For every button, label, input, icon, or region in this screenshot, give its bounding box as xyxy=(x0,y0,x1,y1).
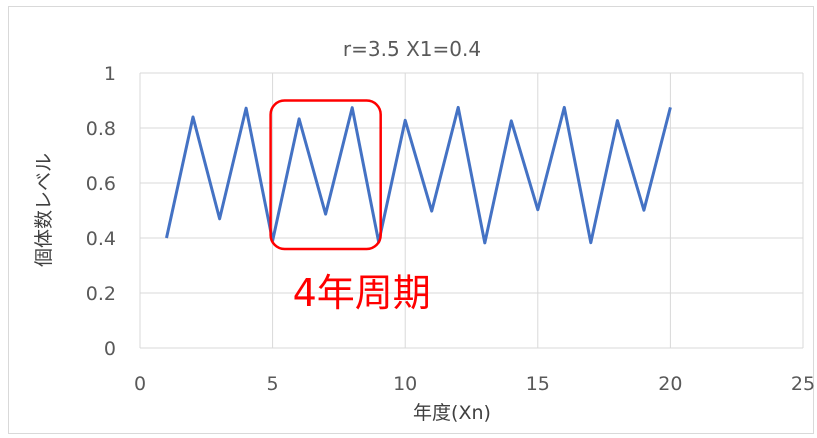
grid xyxy=(139,72,804,349)
y-tick-label: 0.2 xyxy=(86,283,116,305)
x-tick-label: 10 xyxy=(393,373,417,395)
series-line xyxy=(165,105,672,245)
highlight-box xyxy=(269,99,382,251)
y-tick-label: 0.6 xyxy=(86,173,116,195)
x-tick-label: 15 xyxy=(526,373,550,395)
chart-title: r=3.5 X1=0.4 xyxy=(343,37,481,61)
y-axis-ticks: 0 0.2 0.4 0.6 0.8 1 xyxy=(86,63,116,360)
annotation-group: 4年周期 xyxy=(269,99,431,315)
x-axis-label: 年度(Xn) xyxy=(413,402,491,424)
x-tick-label: 0 xyxy=(134,373,146,395)
series-group xyxy=(165,105,672,245)
x-tick-label: 25 xyxy=(791,373,815,395)
x-axis-ticks: 0 5 10 15 20 25 xyxy=(134,373,815,395)
y-tick-label: 0.4 xyxy=(86,228,116,250)
y-axis-label: 個体数レベル xyxy=(33,153,55,267)
x-tick-label: 5 xyxy=(267,373,279,395)
annotation-label: 4年周期 xyxy=(293,271,431,315)
x-tick-label: 20 xyxy=(658,373,682,395)
chart-frame xyxy=(8,6,814,434)
y-tick-label: 1 xyxy=(104,63,116,85)
y-tick-label: 0 xyxy=(104,338,116,360)
y-tick-label: 0.8 xyxy=(86,118,116,140)
